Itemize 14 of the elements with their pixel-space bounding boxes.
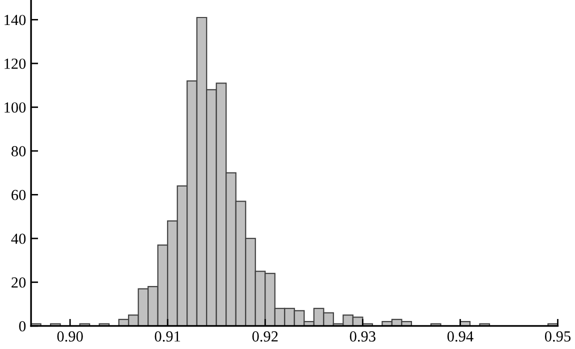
x-tick-label: 0.94 [447, 331, 474, 342]
y-tick-label: 100 [4, 102, 26, 113]
x-tick-label: 0.93 [350, 331, 376, 342]
y-tick-label: 40 [11, 234, 26, 244]
y-tick-label: 20 [12, 277, 26, 288]
x-tick-label: 0.92 [252, 331, 278, 342]
y-tick-label: 120 [4, 58, 26, 69]
y-tick-label: 140 [4, 14, 26, 26]
y-tick-label: 60 [12, 190, 26, 200]
x-tick-label: 0.91 [154, 331, 180, 342]
y-tick-label: 80 [11, 146, 26, 156]
x-tick-label: 0.95 [544, 331, 571, 342]
x-tick-label: 0.90 [57, 331, 83, 342]
y-tick-label: 0 [19, 321, 26, 332]
